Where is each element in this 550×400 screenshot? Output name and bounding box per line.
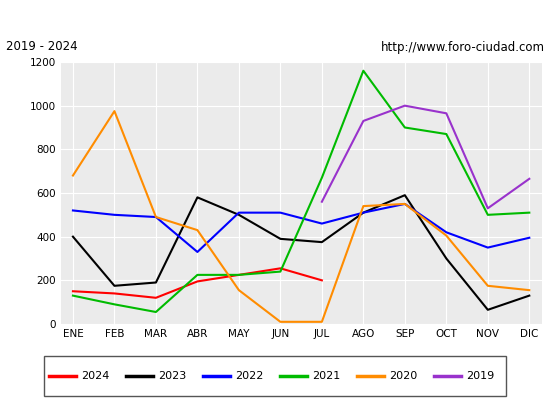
Text: 2019 - 2024: 2019 - 2024 bbox=[6, 40, 77, 54]
Text: Evolucion Nº Turistas Nacionales en el municipio de Chamartín: Evolucion Nº Turistas Nacionales en el m… bbox=[57, 9, 493, 23]
Text: 2021: 2021 bbox=[312, 371, 340, 381]
Text: 2022: 2022 bbox=[235, 371, 263, 381]
Text: 2024: 2024 bbox=[81, 371, 109, 381]
Text: 2020: 2020 bbox=[389, 371, 417, 381]
Text: 2019: 2019 bbox=[466, 371, 494, 381]
Text: http://www.foro-ciudad.com: http://www.foro-ciudad.com bbox=[381, 40, 544, 54]
FancyBboxPatch shape bbox=[44, 356, 506, 396]
Text: 2023: 2023 bbox=[158, 371, 186, 381]
